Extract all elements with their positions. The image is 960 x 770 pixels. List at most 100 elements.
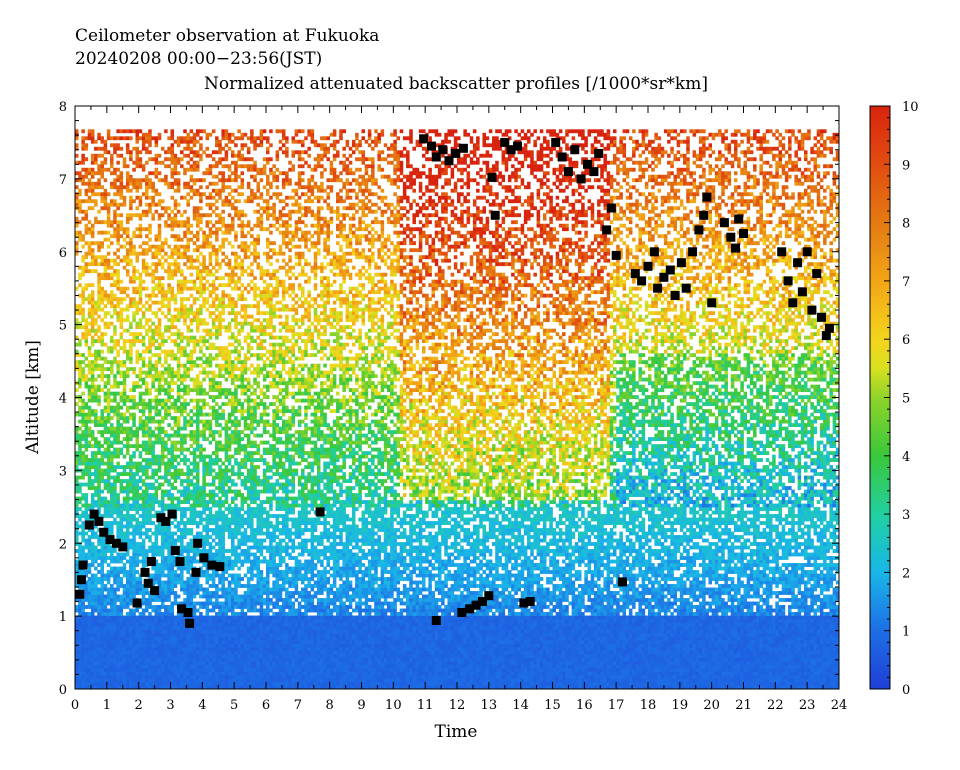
- backscatter-cell: [183, 251, 187, 256]
- backscatter-cell: [218, 668, 222, 672]
- backscatter-cell: [106, 419, 111, 424]
- backscatter-cell: [176, 279, 181, 284]
- backscatter-cell: [103, 521, 108, 525]
- backscatter-cell: [205, 468, 210, 473]
- backscatter-cell: [106, 430, 111, 434]
- backscatter-cell: [215, 314, 219, 319]
- backscatter-cell: [154, 143, 159, 148]
- backscatter-cell: [97, 185, 101, 190]
- backscatter-cell: [202, 461, 206, 466]
- backscatter-cell: [90, 318, 95, 323]
- backscatter-cell: [113, 230, 117, 235]
- backscatter-cell: [113, 468, 117, 473]
- backscatter-cell: [145, 209, 149, 214]
- backscatter-cell: [192, 139, 197, 144]
- backscatter-cell: [202, 601, 206, 606]
- backscatter-cell: [135, 486, 140, 490]
- backscatter-cell: [106, 244, 111, 249]
- backscatter-cell: [129, 584, 133, 588]
- backscatter-cell: [164, 349, 168, 354]
- backscatter-cell: [192, 188, 197, 193]
- backscatter-cell: [180, 675, 184, 679]
- backscatter-cell: [132, 367, 136, 372]
- backscatter-cell: [164, 129, 168, 134]
- backscatter-cell: [106, 192, 111, 197]
- backscatter-cell: [189, 489, 194, 494]
- backscatter-cell: [164, 622, 168, 627]
- backscatter-cell: [154, 594, 159, 599]
- backscatter-cell: [148, 356, 152, 361]
- backscatter-cell: [100, 164, 104, 169]
- backscatter-cell: [132, 570, 136, 574]
- backscatter-cell: [199, 521, 203, 525]
- backscatter-cell: [195, 615, 200, 620]
- backscatter-cell: [164, 633, 168, 637]
- backscatter-cell: [148, 405, 152, 410]
- backscatter-cell: [157, 307, 162, 312]
- backscatter-cell: [100, 349, 104, 354]
- backscatter-cell: [195, 237, 200, 242]
- backscatter-cell: [173, 332, 178, 337]
- backscatter-cell: [135, 678, 140, 683]
- backscatter-cell: [78, 311, 82, 316]
- backscatter-cell: [84, 643, 89, 648]
- backscatter-cell: [100, 563, 104, 567]
- backscatter-cell: [113, 216, 117, 221]
- backscatter-cell: [125, 521, 130, 525]
- backscatter-cell: [78, 384, 82, 389]
- backscatter-cell: [97, 349, 101, 354]
- backscatter-cell: [160, 384, 165, 389]
- backscatter-cell: [186, 192, 190, 197]
- backscatter-cell: [195, 608, 200, 613]
- backscatter-cell: [81, 570, 85, 574]
- backscatter-cell: [202, 465, 206, 469]
- backscatter-cell: [186, 314, 190, 319]
- backscatter-cell: [208, 615, 213, 620]
- backscatter-cell: [218, 510, 222, 515]
- backscatter-cell: [170, 500, 175, 504]
- backscatter-cell: [103, 608, 108, 613]
- backscatter-cell: [192, 430, 197, 434]
- backscatter-cell: [218, 367, 222, 372]
- backscatter-cell: [106, 132, 111, 137]
- backscatter-cell: [208, 461, 213, 466]
- backscatter-cell: [75, 304, 79, 309]
- backscatter-cell: [208, 405, 213, 410]
- backscatter-cell: [180, 304, 184, 309]
- backscatter-cell: [173, 262, 178, 267]
- backscatter-cell: [129, 496, 133, 501]
- backscatter-cell: [183, 230, 187, 235]
- backscatter-cell: [148, 615, 152, 620]
- backscatter-cell: [167, 535, 171, 539]
- backscatter-cell: [202, 675, 206, 679]
- backscatter-cell: [218, 608, 222, 613]
- backscatter-cell: [100, 587, 104, 592]
- backscatter-cell: [176, 363, 181, 368]
- backscatter-cell: [157, 461, 162, 466]
- backscatter-cell: [145, 416, 149, 421]
- backscatter-cell: [157, 335, 162, 340]
- backscatter-cell: [170, 314, 175, 319]
- backscatter-cell: [97, 661, 101, 665]
- backscatter-cell: [103, 272, 108, 277]
- backscatter-cell: [167, 300, 171, 305]
- backscatter-cell: [154, 255, 159, 260]
- backscatter-cell: [202, 671, 206, 676]
- backscatter-cell: [183, 353, 187, 358]
- backscatter-cell: [148, 500, 152, 504]
- backscatter-cell: [160, 276, 165, 281]
- backscatter-cell: [170, 367, 175, 372]
- backscatter-cell: [186, 552, 190, 557]
- backscatter-cell: [87, 433, 92, 438]
- backscatter-cell: [167, 223, 171, 228]
- backscatter-cell: [186, 248, 190, 253]
- backscatter-cell: [180, 626, 184, 630]
- backscatter-cell: [176, 377, 181, 382]
- backscatter-cell: [110, 587, 114, 592]
- backscatter-cell: [106, 297, 111, 302]
- backscatter-cell: [100, 612, 104, 616]
- backscatter-cell: [189, 437, 194, 441]
- backscatter-cell: [176, 307, 181, 312]
- backscatter-cell: [208, 244, 213, 249]
- backscatter-cell: [167, 675, 171, 679]
